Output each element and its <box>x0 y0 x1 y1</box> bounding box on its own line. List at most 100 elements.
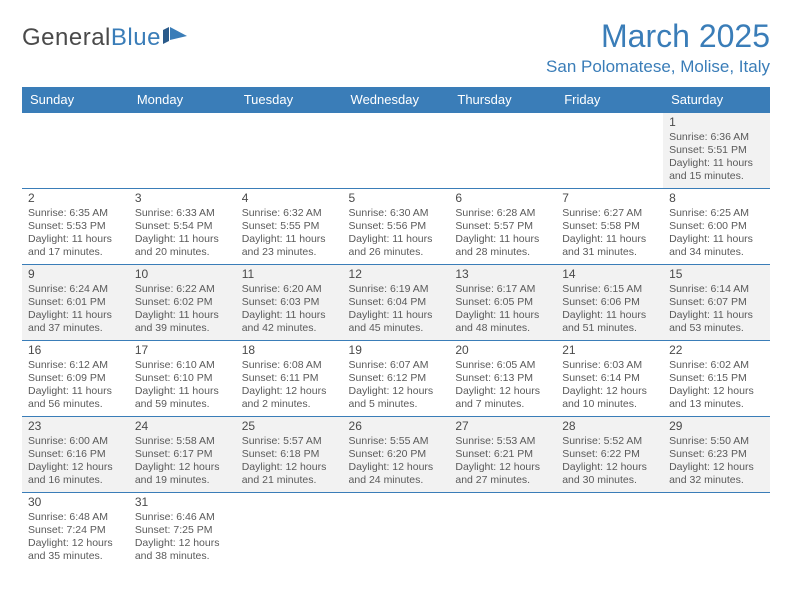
day-cell: 21Sunrise: 6:03 AMSunset: 6:14 PMDayligh… <box>556 341 663 417</box>
day-info: Sunrise: 6:10 AMSunset: 6:10 PMDaylight:… <box>135 359 230 412</box>
day-cell: 29Sunrise: 5:50 AMSunset: 6:23 PMDayligh… <box>663 417 770 493</box>
day-cell: 14Sunrise: 6:15 AMSunset: 6:06 PMDayligh… <box>556 265 663 341</box>
day-sunrise: Sunrise: 5:55 AM <box>349 435 444 448</box>
day-cell: 30Sunrise: 6:48 AMSunset: 7:24 PMDayligh… <box>22 493 129 569</box>
day-day1: Daylight: 11 hours <box>669 233 764 246</box>
calendar-table: SundayMondayTuesdayWednesdayThursdayFrid… <box>22 87 770 569</box>
empty-cell <box>343 113 450 189</box>
empty-cell <box>343 493 450 569</box>
day-number: 30 <box>28 495 123 510</box>
day-day1: Daylight: 11 hours <box>28 309 123 322</box>
day-cell: 31Sunrise: 6:46 AMSunset: 7:25 PMDayligh… <box>129 493 236 569</box>
day-day1: Daylight: 12 hours <box>455 461 550 474</box>
day-info: Sunrise: 6:07 AMSunset: 6:12 PMDaylight:… <box>349 359 444 412</box>
day-day1: Daylight: 12 hours <box>242 385 337 398</box>
day-sunrise: Sunrise: 6:10 AM <box>135 359 230 372</box>
day-cell: 24Sunrise: 5:58 AMSunset: 6:17 PMDayligh… <box>129 417 236 493</box>
day-number: 7 <box>562 191 657 206</box>
day-day2: and 31 minutes. <box>562 246 657 259</box>
day-day1: Daylight: 11 hours <box>28 385 123 398</box>
day-sunset: Sunset: 6:14 PM <box>562 372 657 385</box>
day-day2: and 24 minutes. <box>349 474 444 487</box>
day-info: Sunrise: 6:46 AMSunset: 7:25 PMDaylight:… <box>135 511 230 564</box>
day-sunset: Sunset: 7:25 PM <box>135 524 230 537</box>
day-day1: Daylight: 11 hours <box>242 233 337 246</box>
month-title: March 2025 <box>546 18 770 55</box>
day-day2: and 56 minutes. <box>28 398 123 411</box>
day-sunset: Sunset: 5:57 PM <box>455 220 550 233</box>
day-cell: 3Sunrise: 6:33 AMSunset: 5:54 PMDaylight… <box>129 189 236 265</box>
day-sunset: Sunset: 6:17 PM <box>135 448 230 461</box>
day-sunrise: Sunrise: 6:46 AM <box>135 511 230 524</box>
day-cell: 11Sunrise: 6:20 AMSunset: 6:03 PMDayligh… <box>236 265 343 341</box>
day-number: 26 <box>349 419 444 434</box>
day-info: Sunrise: 6:17 AMSunset: 6:05 PMDaylight:… <box>455 283 550 336</box>
day-cell: 25Sunrise: 5:57 AMSunset: 6:18 PMDayligh… <box>236 417 343 493</box>
day-number: 14 <box>562 267 657 282</box>
day-number: 15 <box>669 267 764 282</box>
day-info: Sunrise: 5:52 AMSunset: 6:22 PMDaylight:… <box>562 435 657 488</box>
day-sunrise: Sunrise: 6:22 AM <box>135 283 230 296</box>
day-sunrise: Sunrise: 6:33 AM <box>135 207 230 220</box>
day-day1: Daylight: 11 hours <box>349 309 444 322</box>
empty-cell <box>449 113 556 189</box>
day-cell: 27Sunrise: 5:53 AMSunset: 6:21 PMDayligh… <box>449 417 556 493</box>
day-day1: Daylight: 12 hours <box>28 461 123 474</box>
day-day2: and 2 minutes. <box>242 398 337 411</box>
day-sunrise: Sunrise: 6:25 AM <box>669 207 764 220</box>
day-sunset: Sunset: 6:12 PM <box>349 372 444 385</box>
day-cell: 15Sunrise: 6:14 AMSunset: 6:07 PMDayligh… <box>663 265 770 341</box>
day-day1: Daylight: 11 hours <box>135 233 230 246</box>
day-number: 17 <box>135 343 230 358</box>
day-sunrise: Sunrise: 6:07 AM <box>349 359 444 372</box>
day-day2: and 16 minutes. <box>28 474 123 487</box>
calendar-week-row: 23Sunrise: 6:00 AMSunset: 6:16 PMDayligh… <box>22 417 770 493</box>
day-number: 31 <box>135 495 230 510</box>
day-info: Sunrise: 5:58 AMSunset: 6:17 PMDaylight:… <box>135 435 230 488</box>
day-day2: and 42 minutes. <box>242 322 337 335</box>
day-sunset: Sunset: 6:21 PM <box>455 448 550 461</box>
day-day2: and 26 minutes. <box>349 246 444 259</box>
logo-text-2: Blue <box>111 24 161 52</box>
logo-flag-icon <box>163 24 189 52</box>
day-day2: and 23 minutes. <box>242 246 337 259</box>
day-sunset: Sunset: 6:09 PM <box>28 372 123 385</box>
day-day2: and 51 minutes. <box>562 322 657 335</box>
day-number: 28 <box>562 419 657 434</box>
day-day2: and 45 minutes. <box>349 322 444 335</box>
day-cell: 6Sunrise: 6:28 AMSunset: 5:57 PMDaylight… <box>449 189 556 265</box>
day-day1: Daylight: 11 hours <box>135 385 230 398</box>
day-sunset: Sunset: 6:13 PM <box>455 372 550 385</box>
day-sunset: Sunset: 6:07 PM <box>669 296 764 309</box>
day-header: Monday <box>129 87 236 113</box>
day-info: Sunrise: 6:28 AMSunset: 5:57 PMDaylight:… <box>455 207 550 260</box>
empty-cell <box>129 113 236 189</box>
day-sunrise: Sunrise: 6:03 AM <box>562 359 657 372</box>
calendar-week-row: 2Sunrise: 6:35 AMSunset: 5:53 PMDaylight… <box>22 189 770 265</box>
day-day2: and 38 minutes. <box>135 550 230 563</box>
day-sunrise: Sunrise: 5:53 AM <box>455 435 550 448</box>
day-info: Sunrise: 6:08 AMSunset: 6:11 PMDaylight:… <box>242 359 337 412</box>
day-number: 9 <box>28 267 123 282</box>
day-day1: Daylight: 11 hours <box>349 233 444 246</box>
day-cell: 4Sunrise: 6:32 AMSunset: 5:55 PMDaylight… <box>236 189 343 265</box>
day-number: 22 <box>669 343 764 358</box>
day-number: 5 <box>349 191 444 206</box>
day-info: Sunrise: 6:27 AMSunset: 5:58 PMDaylight:… <box>562 207 657 260</box>
day-day1: Daylight: 11 hours <box>455 309 550 322</box>
day-cell: 2Sunrise: 6:35 AMSunset: 5:53 PMDaylight… <box>22 189 129 265</box>
day-sunset: Sunset: 5:56 PM <box>349 220 444 233</box>
day-day2: and 28 minutes. <box>455 246 550 259</box>
empty-cell <box>556 113 663 189</box>
day-day2: and 17 minutes. <box>28 246 123 259</box>
day-cell: 7Sunrise: 6:27 AMSunset: 5:58 PMDaylight… <box>556 189 663 265</box>
day-header: Friday <box>556 87 663 113</box>
day-info: Sunrise: 6:33 AMSunset: 5:54 PMDaylight:… <box>135 207 230 260</box>
day-info: Sunrise: 6:24 AMSunset: 6:01 PMDaylight:… <box>28 283 123 336</box>
day-info: Sunrise: 6:22 AMSunset: 6:02 PMDaylight:… <box>135 283 230 336</box>
day-number: 23 <box>28 419 123 434</box>
day-cell: 28Sunrise: 5:52 AMSunset: 6:22 PMDayligh… <box>556 417 663 493</box>
title-block: March 2025 San Polomatese, Molise, Italy <box>546 18 770 83</box>
day-number: 18 <box>242 343 337 358</box>
day-sunrise: Sunrise: 6:28 AM <box>455 207 550 220</box>
